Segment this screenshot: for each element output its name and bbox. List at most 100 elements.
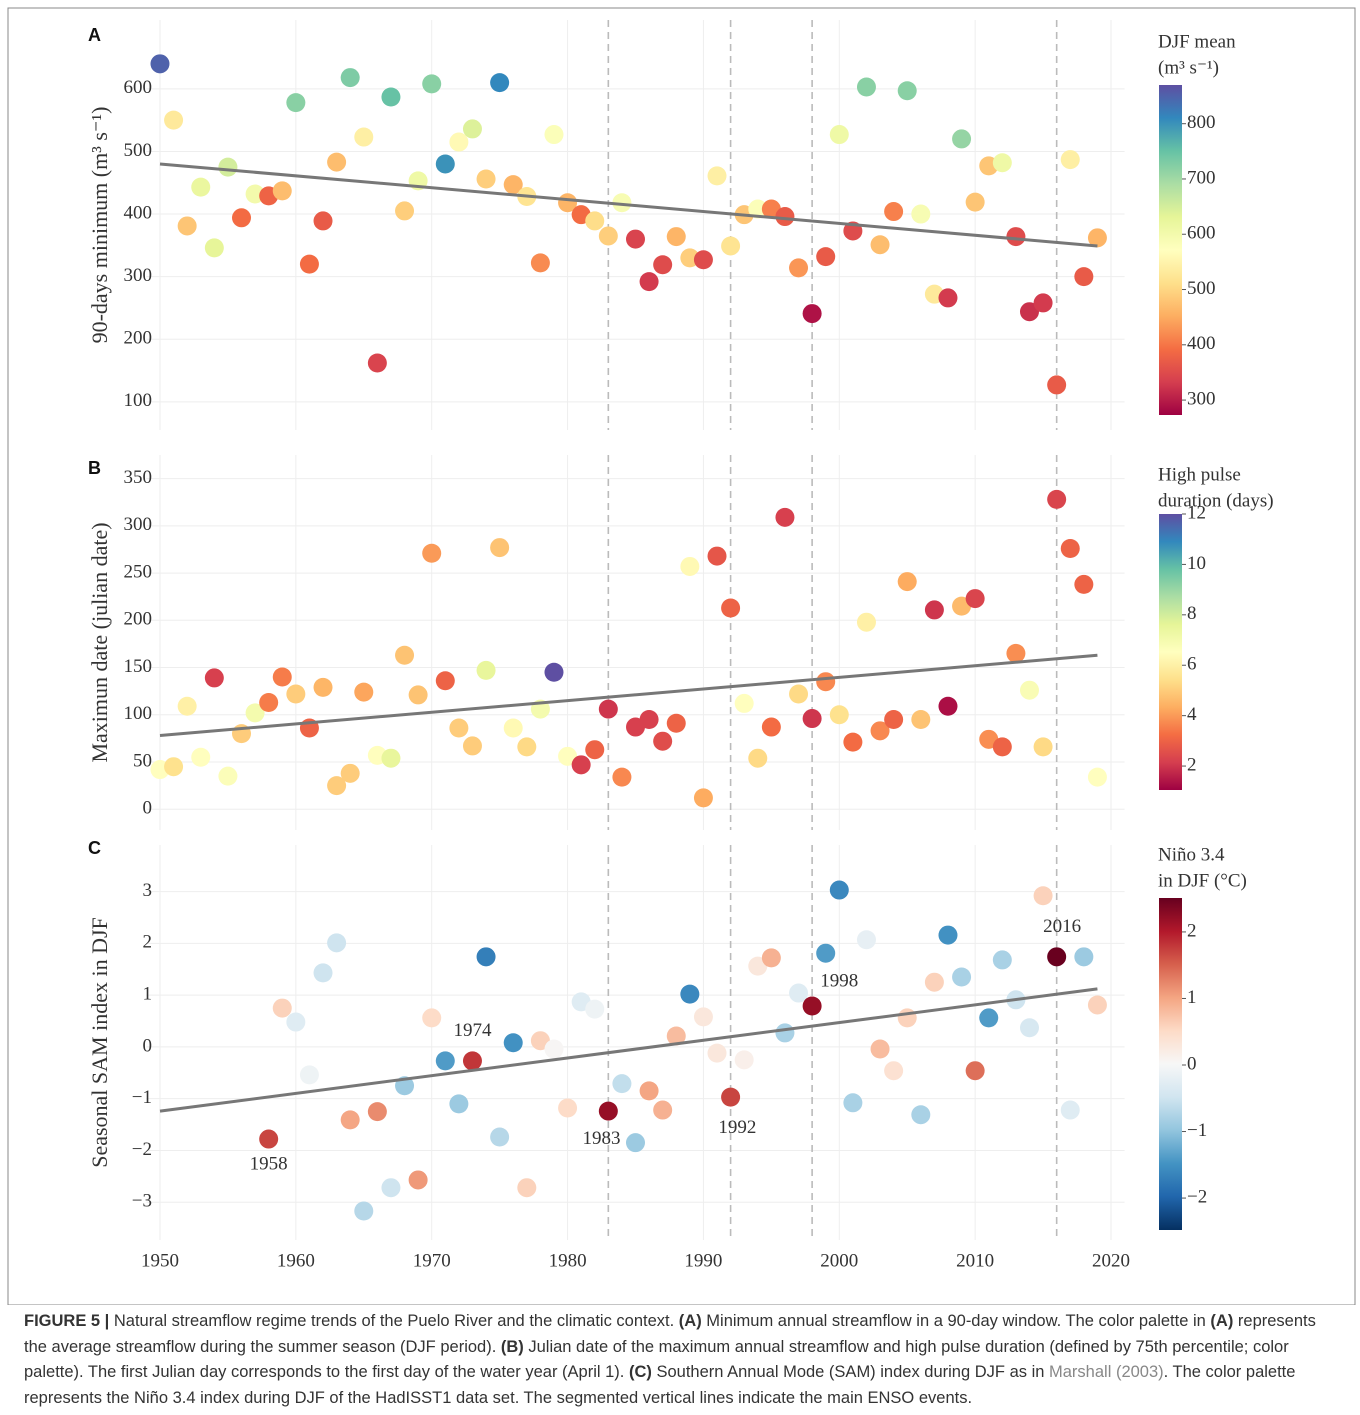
data-point: [530, 1031, 550, 1051]
y-tick-label: 50: [133, 750, 152, 771]
data-point: [802, 709, 822, 729]
data-point: [639, 709, 659, 729]
data-point: [639, 1081, 659, 1101]
data-point: [585, 740, 605, 760]
data-point: [884, 709, 904, 729]
data-point: [816, 943, 836, 963]
data-point: [354, 127, 374, 147]
colorbar-tick-label: 2: [1187, 754, 1197, 775]
y-tick-label: 300: [124, 514, 153, 535]
caption-text: . The color palette represents the Niño …: [24, 1363, 1296, 1407]
caption-text: Natural streamflow regime trends of the …: [109, 1312, 679, 1330]
data-point: [1019, 1018, 1039, 1038]
data-point: [272, 998, 292, 1018]
data-point: [829, 705, 849, 725]
data-point: [721, 598, 741, 618]
data-point: [884, 1061, 904, 1081]
panel-label: B: [88, 458, 101, 478]
x-tick-label: 1990: [684, 1250, 722, 1271]
data-point: [218, 766, 238, 786]
colorbar-title: duration (days): [1158, 490, 1274, 511]
x-tick-label: 1970: [413, 1250, 451, 1271]
data-point: [490, 1127, 510, 1147]
data-point: [1019, 680, 1039, 700]
annotation: 1983: [583, 1128, 621, 1149]
data-point: [789, 258, 809, 278]
data-point: [911, 204, 931, 224]
data-point: [693, 250, 713, 270]
data-point: [693, 788, 713, 808]
data-point: [313, 677, 333, 697]
data-point: [558, 746, 578, 766]
data-point: [1087, 767, 1107, 787]
data-point: [938, 925, 958, 945]
data-point: [272, 181, 292, 201]
data-point: [952, 129, 972, 149]
data-point: [748, 956, 768, 976]
data-point: [462, 736, 482, 756]
data-point: [979, 1008, 999, 1028]
data-point: [870, 721, 890, 741]
colorbar-tick-label: 800: [1187, 112, 1216, 133]
data-point: [354, 682, 374, 702]
data-point: [1074, 267, 1094, 287]
data-point: [585, 211, 605, 231]
data-point: [435, 671, 455, 691]
colorbar-tick-label: 400: [1187, 333, 1216, 354]
data-point: [734, 1050, 754, 1070]
colorbar-title: Niño 3.4: [1158, 844, 1225, 865]
data-point: [1006, 227, 1026, 247]
data-point: [476, 169, 496, 189]
data-point: [707, 546, 727, 566]
data-point: [897, 81, 917, 101]
y-tick-label: 250: [124, 561, 153, 582]
data-point: [1019, 302, 1039, 322]
data-point: [327, 933, 347, 953]
data-point: [626, 1133, 645, 1153]
data-point: [924, 972, 944, 992]
colorbar-title: High pulse: [1158, 464, 1241, 485]
data-point: [544, 1039, 564, 1059]
data-point: [191, 177, 211, 197]
data-point: [1033, 737, 1053, 757]
data-point: [517, 737, 537, 757]
data-point: [653, 1100, 673, 1120]
data-point: [626, 229, 645, 249]
data-point: [381, 1178, 401, 1198]
data-point: [612, 767, 632, 787]
colorbar-tick-label: 2: [1187, 920, 1197, 941]
data-point: [802, 996, 822, 1016]
data-point: [612, 1074, 632, 1094]
data-point: [164, 757, 184, 777]
y-axis-title: 90-days minimum (m³ s⁻¹): [87, 107, 112, 344]
trend-line: [159, 987, 1098, 1113]
data-point: [639, 272, 659, 292]
data-point: [680, 556, 700, 576]
colorbar-tick-label: 1: [1187, 987, 1197, 1008]
colorbar-tick-label: 500: [1187, 278, 1216, 299]
panel-label: A: [88, 25, 101, 45]
y-tick-label: 300: [124, 265, 153, 286]
data-point: [897, 1008, 917, 1028]
colorbar-tick-label: −2: [1187, 1186, 1207, 1207]
data-point: [1074, 574, 1094, 594]
caption-text: (A): [1210, 1312, 1234, 1330]
data-point: [598, 1101, 618, 1121]
y-axis-title: Seasonal SAM index in DJF: [87, 917, 112, 1168]
data-point: [965, 1061, 985, 1081]
data-point: [327, 776, 347, 796]
data-point: [802, 304, 822, 324]
data-point: [571, 755, 591, 775]
caption-link[interactable]: Marshall (2003): [1049, 1363, 1164, 1381]
data-point: [911, 709, 931, 729]
data-point: [530, 253, 550, 273]
colorbar: [1159, 85, 1182, 415]
data-point: [1060, 539, 1080, 559]
data-point: [666, 227, 686, 247]
data-point: [992, 153, 1012, 173]
x-tick-label: 2000: [820, 1250, 858, 1271]
x-tick-label: 2010: [956, 1250, 994, 1271]
data-point: [340, 1110, 360, 1130]
x-tick-label: 2020: [1092, 1250, 1130, 1271]
